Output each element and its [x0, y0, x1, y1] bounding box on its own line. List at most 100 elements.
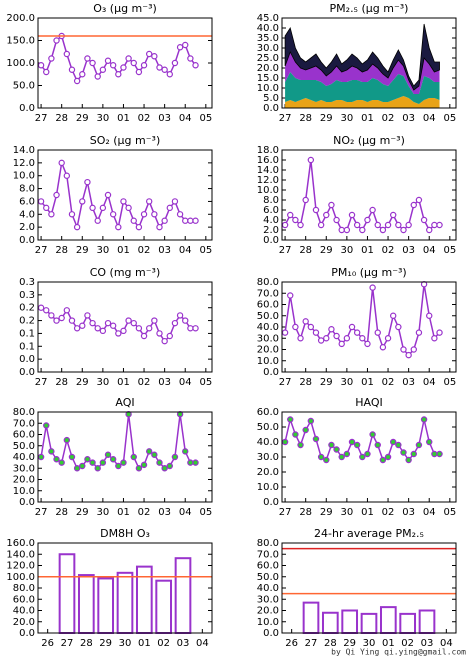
- marker: [389, 211, 397, 219]
- y-tick-label: 50.0: [257, 311, 279, 322]
- y-tick-label: 10.0: [257, 185, 279, 196]
- x-tick-label: 04: [179, 113, 192, 124]
- marker: [68, 211, 76, 218]
- y-tick-label: 30.0: [13, 463, 35, 474]
- marker: [400, 449, 407, 456]
- panel: O₃ (μg m⁻³) 0.0 50.0 100.0 150.0 200.0 27 28 29 3…: [6, 2, 213, 124]
- y-tick-label: 10.0: [257, 356, 279, 367]
- marker: [328, 201, 335, 209]
- x-tick-label: 27: [35, 245, 48, 256]
- x-tick-label: 05: [443, 507, 456, 518]
- marker: [317, 453, 325, 461]
- y-tick-label: 20.0: [257, 467, 279, 478]
- marker: [353, 329, 361, 336]
- y-tick-label: 50.0: [257, 422, 279, 433]
- marker: [426, 438, 433, 446]
- panel: NO₂ (μg m⁻³)0.02.04.06.08.010.012.014.01…: [257, 134, 457, 256]
- plot-frame: [281, 281, 457, 373]
- bar: [116, 571, 134, 634]
- x-tick-label: 27: [35, 113, 48, 124]
- marker: [43, 422, 50, 429]
- y-tick-label: 30.0: [257, 43, 279, 54]
- x-tick-label: 26: [285, 638, 298, 649]
- x-tick-label: 04: [179, 507, 192, 518]
- marker: [109, 211, 117, 218]
- x-tick-label: 02: [138, 377, 151, 388]
- marker: [292, 431, 299, 438]
- marker: [109, 322, 117, 329]
- marker: [79, 71, 86, 78]
- panel: CO (mg m⁻³)0.00.00.10.10.20.20.30.327 28 2…: [19, 266, 213, 388]
- y-tick-label: 0.0: [19, 497, 35, 508]
- x-tick-label: 05: [443, 377, 456, 388]
- marker: [333, 332, 340, 340]
- y-tick-label: 6.0: [19, 196, 35, 207]
- marker: [161, 66, 168, 73]
- marker: [338, 453, 345, 461]
- marker: [135, 465, 143, 472]
- y-tick-label: 70.0: [257, 288, 279, 299]
- x-tick-label: 28: [299, 377, 312, 388]
- marker: [192, 62, 199, 69]
- y-tick-label: 2.0: [19, 222, 35, 233]
- marker: [79, 322, 86, 329]
- marker: [348, 438, 356, 446]
- x-tick-label: 04: [179, 245, 192, 256]
- x-tick-label: 30: [119, 638, 132, 649]
- marker: [84, 456, 91, 463]
- marker: [145, 448, 153, 455]
- marker: [374, 329, 381, 336]
- marker: [140, 332, 148, 340]
- x-tick-label: 29: [99, 638, 112, 649]
- marker: [166, 332, 173, 340]
- marker: [364, 450, 371, 458]
- chart-title: PM₂.₅ (μg m⁻³): [330, 2, 409, 15]
- marker: [53, 191, 60, 199]
- marker: [135, 68, 143, 76]
- chart-title: CO (mg m⁻³): [90, 266, 161, 279]
- marker: [405, 351, 412, 359]
- marker: [37, 198, 45, 205]
- marker: [410, 450, 417, 458]
- line: [40, 160, 196, 230]
- area: [285, 96, 440, 108]
- marker: [323, 335, 330, 342]
- plot-frame: [37, 542, 213, 634]
- marker: [37, 62, 45, 69]
- y-tick-label: 10.0: [13, 486, 35, 497]
- x-tick-label: 04: [423, 245, 436, 256]
- y-tick-label: 20.0: [13, 475, 35, 486]
- y-tick-label: 15.0: [257, 73, 279, 84]
- x-tick-label: 27: [61, 638, 74, 649]
- marker: [156, 64, 163, 71]
- plot-frame: [281, 149, 457, 241]
- marker: [312, 435, 320, 443]
- marker: [104, 319, 112, 327]
- chart-title: 24-hr average PM₂.₅: [314, 527, 424, 540]
- marker: [187, 459, 194, 466]
- marker: [333, 216, 340, 224]
- y-tick-label: 18.0: [257, 145, 279, 156]
- marker: [353, 441, 361, 449]
- marker: [384, 335, 392, 342]
- marker: [53, 456, 60, 463]
- marker: [48, 211, 55, 218]
- y-tick-label: 0.1: [19, 328, 35, 339]
- marker: [73, 325, 81, 332]
- marker: [171, 59, 179, 67]
- x-tick-label: 01: [117, 245, 130, 256]
- x-tick-label: 02: [382, 113, 395, 124]
- y-tick-label: 45.0: [257, 13, 279, 24]
- marker: [68, 66, 76, 73]
- bar: [379, 606, 397, 634]
- marker: [120, 459, 127, 466]
- marker: [343, 335, 351, 342]
- x-tick-label: 01: [138, 638, 151, 649]
- x-tick-label: 01: [117, 113, 130, 124]
- marker: [48, 448, 55, 455]
- marker: [192, 325, 199, 332]
- marker: [317, 337, 325, 344]
- marker: [436, 450, 443, 458]
- marker: [187, 217, 194, 224]
- marker: [312, 329, 320, 336]
